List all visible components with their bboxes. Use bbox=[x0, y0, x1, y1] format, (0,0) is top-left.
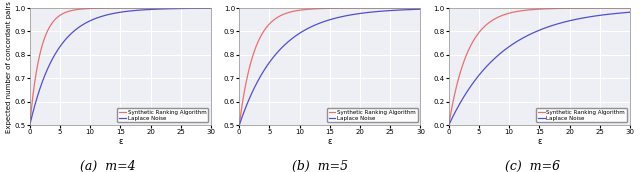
Y-axis label: Expected number of concordant pairs: Expected number of concordant pairs bbox=[6, 1, 12, 133]
Laplace Noise bbox=[44, 66, 52, 68]
Synthetic Ranking Algorithm bbox=[377, 7, 385, 9]
Synthetic Ranking Algorithm bbox=[26, 124, 33, 126]
Synthetic Ranking Algorithm bbox=[170, 7, 178, 9]
Text: (c)  m=6: (c) m=6 bbox=[505, 160, 560, 172]
Laplace Noise bbox=[308, 25, 316, 27]
Synthetic Ranking Algorithm bbox=[150, 7, 158, 9]
Laplace Noise bbox=[207, 7, 215, 9]
Laplace Noise bbox=[626, 11, 634, 13]
Line: Laplace Noise: Laplace Noise bbox=[449, 12, 630, 125]
Laplace Noise bbox=[463, 90, 471, 93]
Legend: Synthetic Ranking Algorithm, Laplace Noise: Synthetic Ranking Algorithm, Laplace Noi… bbox=[326, 108, 418, 122]
Synthetic Ranking Algorithm bbox=[586, 7, 594, 9]
Synthetic Ranking Algorithm bbox=[167, 7, 175, 9]
Laplace Noise bbox=[170, 8, 178, 10]
X-axis label: ε: ε bbox=[118, 137, 123, 146]
Synthetic Ranking Algorithm bbox=[570, 7, 577, 9]
Synthetic Ranking Algorithm bbox=[106, 7, 113, 9]
Line: Synthetic Ranking Algorithm: Synthetic Ranking Algorithm bbox=[239, 8, 420, 125]
Laplace Noise bbox=[570, 19, 577, 21]
Legend: Synthetic Ranking Algorithm, Laplace Noise: Synthetic Ranking Algorithm, Laplace Noi… bbox=[536, 108, 627, 122]
Synthetic Ranking Algorithm bbox=[236, 124, 243, 126]
Synthetic Ranking Algorithm bbox=[518, 10, 526, 12]
Synthetic Ranking Algorithm bbox=[525, 9, 532, 11]
Laplace Noise bbox=[26, 124, 33, 126]
Synthetic Ranking Algorithm bbox=[445, 124, 452, 126]
Laplace Noise bbox=[589, 15, 597, 17]
Laplace Noise bbox=[106, 13, 113, 15]
Synthetic Ranking Algorithm bbox=[626, 7, 634, 9]
Synthetic Ranking Algorithm bbox=[254, 41, 262, 44]
Laplace Noise bbox=[236, 124, 243, 126]
Legend: Synthetic Ranking Algorithm, Laplace Noise: Synthetic Ranking Algorithm, Laplace Noi… bbox=[117, 108, 208, 122]
Laplace Noise bbox=[254, 80, 262, 82]
Text: (a)  m=4: (a) m=4 bbox=[80, 160, 135, 172]
Synthetic Ranking Algorithm bbox=[44, 28, 52, 30]
Laplace Noise bbox=[167, 8, 175, 10]
Laplace Noise bbox=[586, 16, 594, 18]
Laplace Noise bbox=[99, 15, 107, 17]
Synthetic Ranking Algorithm bbox=[99, 7, 107, 9]
Laplace Noise bbox=[445, 124, 452, 126]
Line: Laplace Noise: Laplace Noise bbox=[29, 8, 211, 125]
Laplace Noise bbox=[316, 22, 323, 24]
Synthetic Ranking Algorithm bbox=[589, 7, 597, 9]
Laplace Noise bbox=[518, 37, 526, 40]
Line: Synthetic Ranking Algorithm: Synthetic Ranking Algorithm bbox=[29, 8, 211, 125]
Synthetic Ranking Algorithm bbox=[360, 7, 367, 9]
Synthetic Ranking Algorithm bbox=[207, 7, 215, 9]
X-axis label: ε: ε bbox=[328, 137, 332, 146]
Synthetic Ranking Algorithm bbox=[380, 7, 388, 9]
Synthetic Ranking Algorithm bbox=[417, 7, 424, 9]
Laplace Noise bbox=[360, 12, 367, 14]
Laplace Noise bbox=[150, 8, 158, 10]
Laplace Noise bbox=[377, 10, 385, 12]
X-axis label: ε: ε bbox=[537, 137, 541, 146]
Synthetic Ranking Algorithm bbox=[308, 8, 316, 10]
Line: Laplace Noise: Laplace Noise bbox=[239, 9, 420, 125]
Laplace Noise bbox=[525, 34, 532, 36]
Synthetic Ranking Algorithm bbox=[463, 52, 471, 54]
Text: (b)  m=5: (b) m=5 bbox=[292, 160, 348, 172]
Line: Synthetic Ranking Algorithm: Synthetic Ranking Algorithm bbox=[449, 8, 630, 125]
Laplace Noise bbox=[380, 10, 388, 12]
Laplace Noise bbox=[417, 8, 424, 10]
Synthetic Ranking Algorithm bbox=[316, 8, 323, 10]
